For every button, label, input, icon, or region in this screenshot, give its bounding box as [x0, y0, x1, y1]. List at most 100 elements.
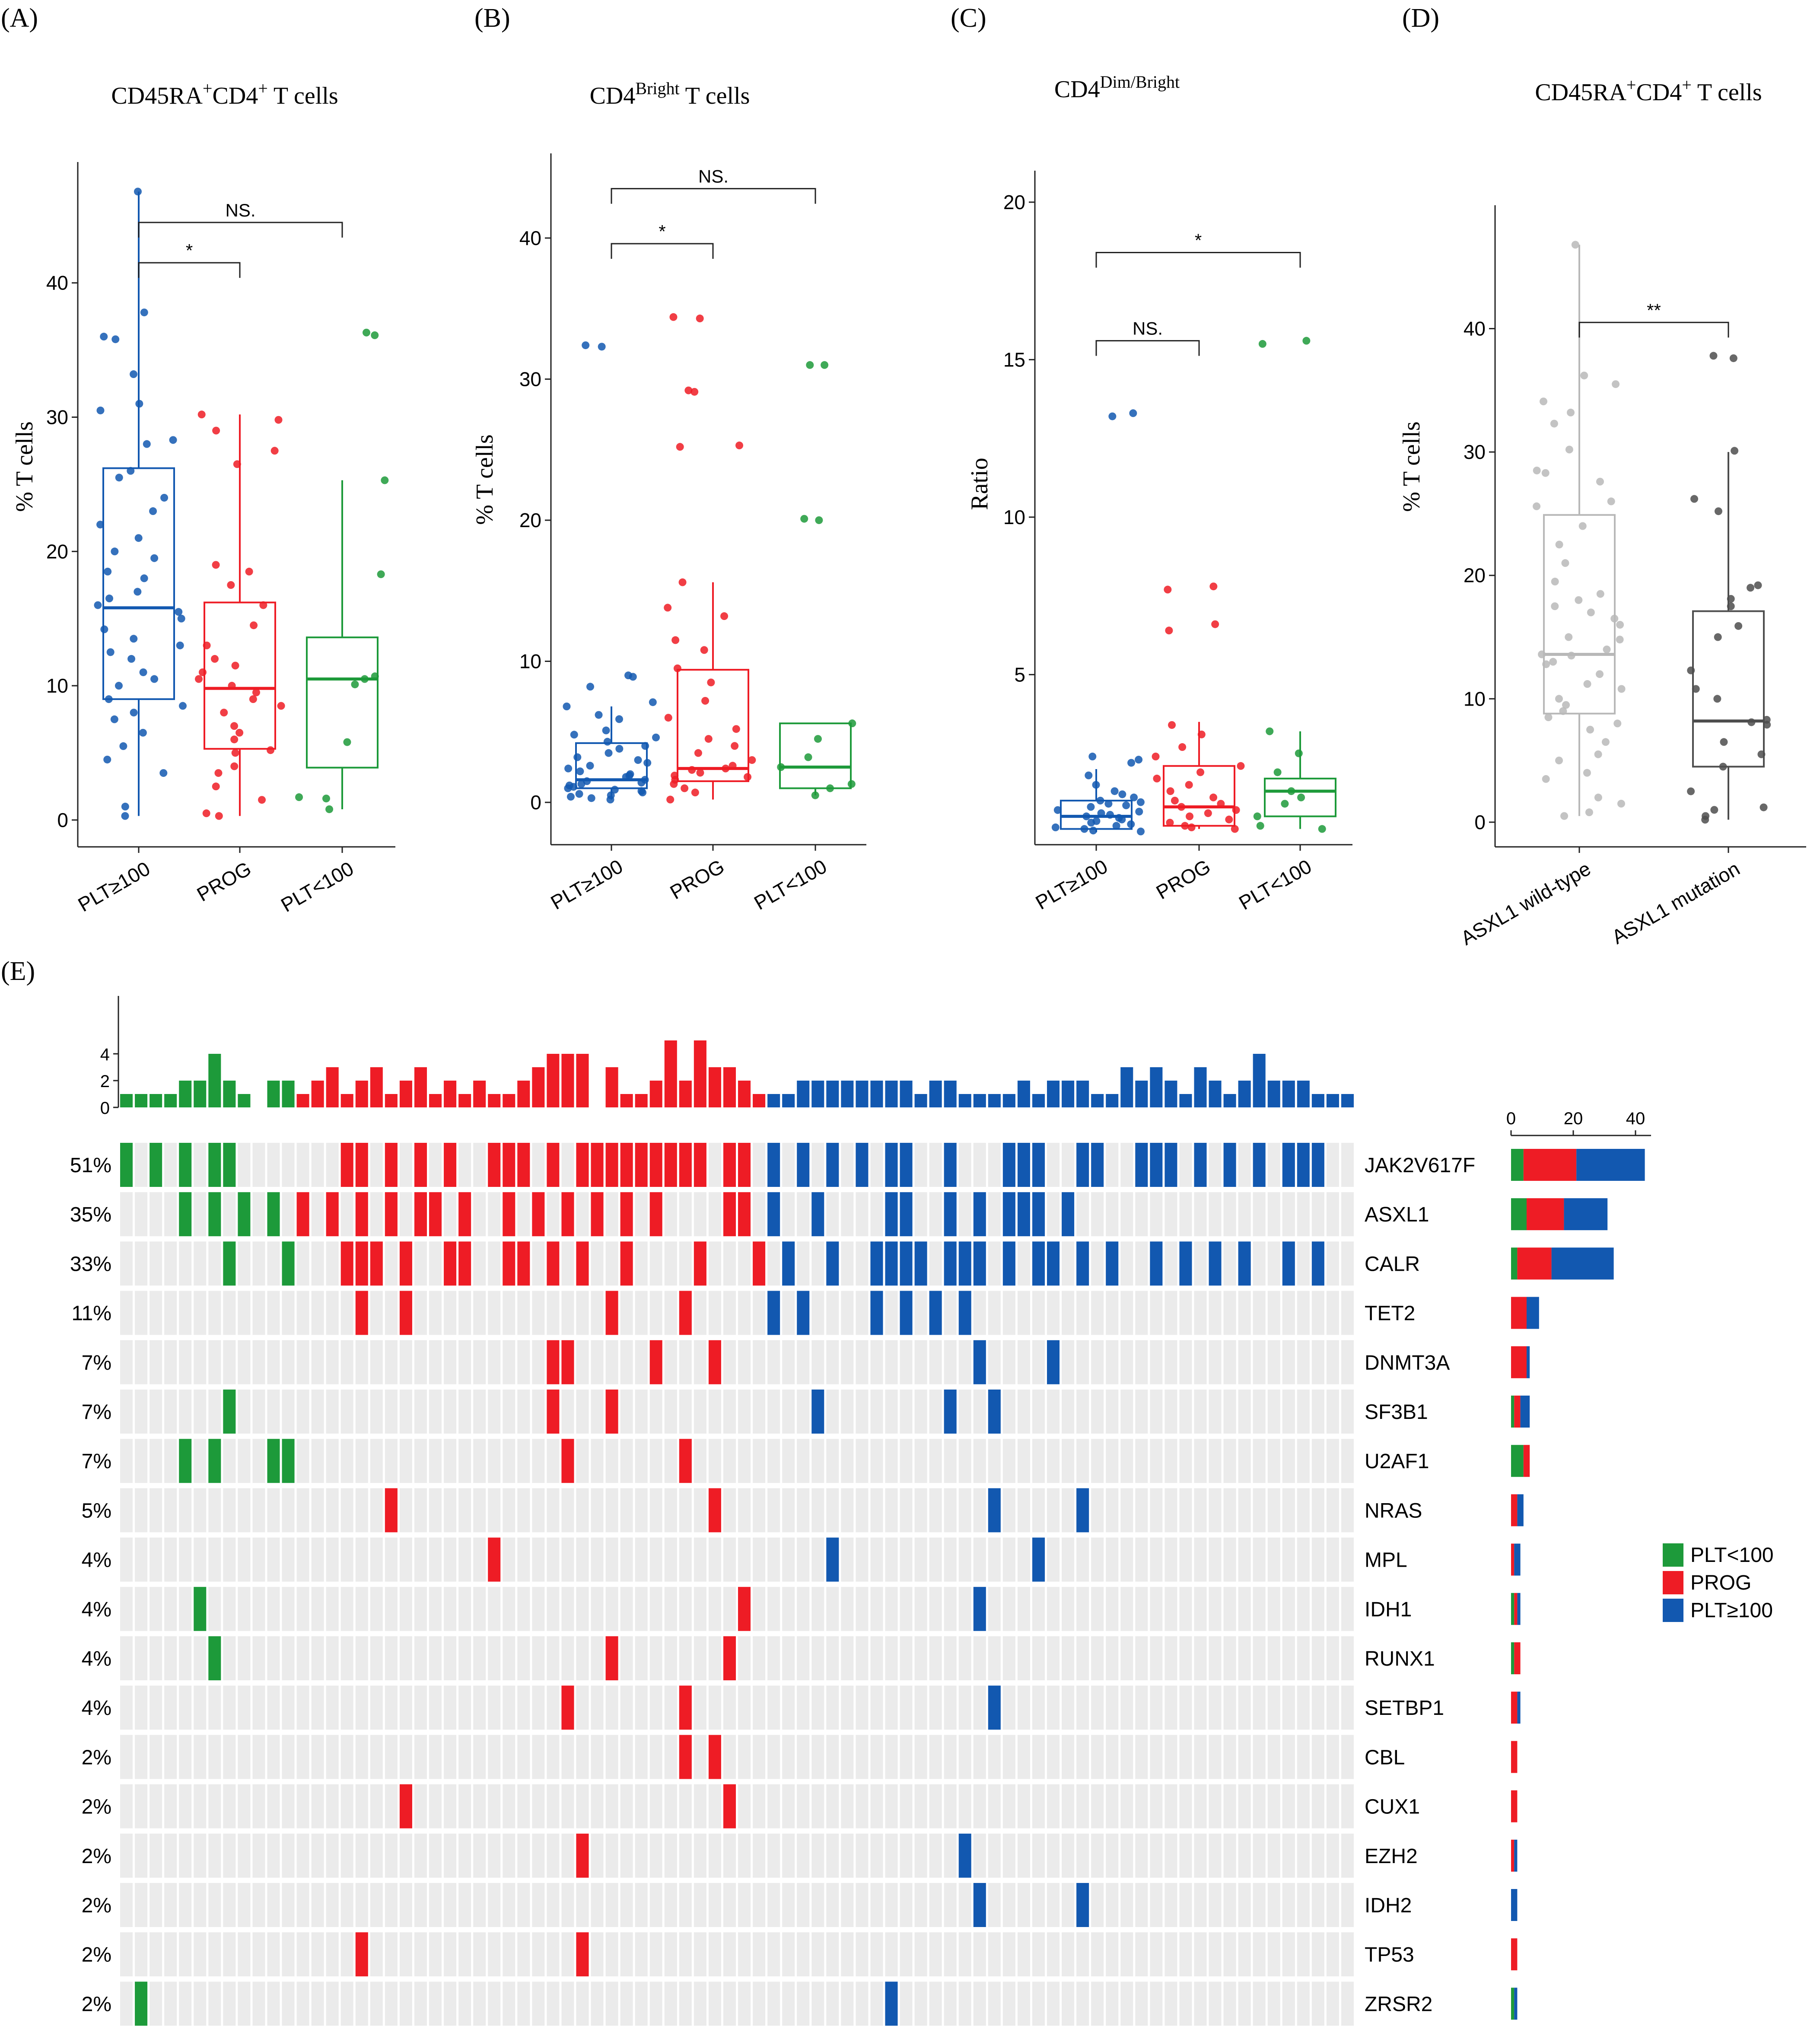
empty-cell — [208, 1537, 221, 1582]
empty-cell — [694, 1735, 706, 1779]
top-bar — [1297, 1081, 1310, 1107]
empty-cell — [1150, 1192, 1163, 1237]
empty-cell — [267, 1488, 280, 1533]
empty-cell — [340, 1439, 353, 1483]
data-point — [233, 460, 241, 468]
data-point — [159, 769, 168, 777]
empty-cell — [1002, 1883, 1015, 1927]
data-point — [611, 786, 619, 794]
mutation-cell — [1311, 1241, 1324, 1286]
data-point — [1051, 823, 1060, 831]
data-point — [704, 735, 713, 743]
empty-cell — [1047, 1291, 1060, 1335]
empty-cell — [782, 1784, 795, 1829]
empty-cell — [914, 1291, 927, 1335]
empty-cell — [223, 1636, 236, 1680]
data-point — [1565, 633, 1573, 641]
empty-cell — [1106, 1587, 1119, 1631]
empty-cell — [355, 1981, 368, 2026]
empty-cell — [194, 1636, 207, 1680]
empty-cell — [914, 1340, 927, 1384]
empty-cell — [591, 1587, 604, 1631]
empty-cell — [1238, 1686, 1251, 1730]
mutation-cell — [635, 1143, 648, 1187]
empty-cell — [811, 1439, 824, 1483]
empty-cell — [679, 1390, 692, 1434]
empty-cell — [311, 1932, 324, 1977]
mutation-cell — [679, 1735, 692, 1779]
top-bar — [370, 1067, 383, 1107]
top-bar — [223, 1081, 236, 1107]
empty-cell — [841, 1833, 854, 1878]
data-point — [1613, 719, 1622, 728]
mutation-cell — [900, 1241, 913, 1286]
empty-cell — [1091, 1932, 1104, 1977]
empty-cell — [561, 1735, 574, 1779]
empty-cell — [429, 1488, 442, 1533]
mutation-cell — [503, 1192, 515, 1237]
empty-cell — [1150, 1735, 1163, 1779]
data-point — [211, 655, 219, 663]
empty-cell — [267, 1587, 280, 1631]
empty-cell — [194, 1784, 207, 1829]
empty-cell — [1150, 1537, 1163, 1582]
empty-cell — [429, 1686, 442, 1730]
mutation-cell — [399, 1784, 412, 1829]
box — [204, 601, 276, 750]
empty-cell — [385, 1291, 398, 1335]
empty-cell — [900, 1883, 913, 1927]
data-point — [1747, 718, 1756, 726]
empty-cell — [1179, 1192, 1192, 1237]
empty-cell — [444, 1686, 457, 1730]
empty-cell — [973, 1291, 986, 1335]
data-point — [1135, 808, 1143, 816]
empty-cell — [620, 1439, 633, 1483]
empty-cell — [473, 1636, 486, 1680]
empty-cell — [1135, 1390, 1148, 1434]
empty-cell — [1341, 1883, 1354, 1927]
empty-cell — [1017, 1488, 1030, 1533]
mutation-cell — [605, 1636, 618, 1680]
data-point — [212, 561, 220, 569]
empty-cell — [723, 1241, 736, 1286]
data-point — [800, 515, 808, 523]
empty-cell — [1017, 1686, 1030, 1730]
empty-cell — [208, 1883, 221, 1927]
empty-cell — [885, 1932, 898, 1977]
empty-cell — [238, 1390, 251, 1434]
empty-cell — [1179, 1390, 1192, 1434]
empty-cell — [944, 1340, 957, 1384]
empty-cell — [679, 1981, 692, 2026]
empty-cell — [1341, 1192, 1354, 1237]
empty-cell — [797, 1833, 810, 1878]
empty-cell — [708, 1883, 721, 1927]
empty-cell — [826, 1587, 839, 1631]
data-point — [1232, 806, 1240, 814]
mutation-cell — [414, 1192, 427, 1237]
data-point — [1596, 590, 1604, 598]
empty-cell — [914, 1981, 927, 2026]
empty-cell — [488, 1686, 501, 1730]
empty-cell — [635, 1488, 648, 1533]
mutation-cell — [856, 1143, 869, 1187]
empty-cell — [150, 1439, 162, 1483]
mutation-cell — [1223, 1143, 1236, 1187]
data-point — [1137, 827, 1145, 836]
top-bar — [385, 1094, 398, 1107]
empty-cell — [826, 1784, 839, 1829]
empty-cell — [708, 1192, 721, 1237]
empty-cell — [767, 1488, 780, 1533]
empty-cell — [605, 1932, 618, 1977]
empty-cell — [399, 1587, 412, 1631]
empty-cell — [429, 1241, 442, 1286]
y-tick-label: 20 — [1003, 191, 1025, 213]
empty-cell — [664, 1636, 677, 1680]
gene-row: 2% ZRSR2 — [82, 1981, 1518, 2026]
empty-cell — [135, 1291, 148, 1335]
data-point — [1256, 822, 1264, 830]
empty-cell — [679, 1784, 692, 1829]
empty-cell — [252, 1587, 265, 1631]
empty-cell — [355, 1686, 368, 1730]
data-point — [360, 675, 369, 683]
empty-cell — [194, 1291, 207, 1335]
